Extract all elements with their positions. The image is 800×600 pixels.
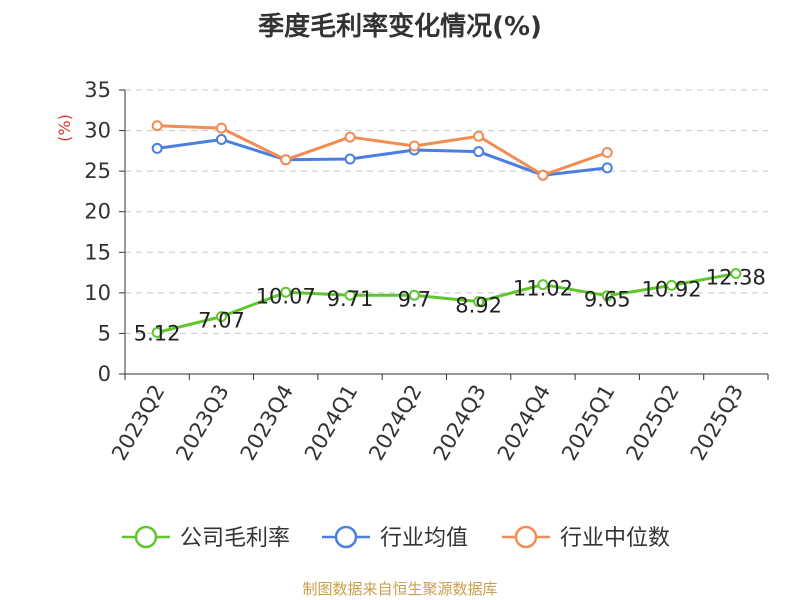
data-point <box>537 169 549 181</box>
data-point <box>666 279 678 291</box>
y-tick-label: 5 <box>98 321 111 345</box>
x-tick-label: 2024Q2 <box>364 381 426 465</box>
y-tick-label: 0 <box>98 362 111 386</box>
data-label: 11.02 <box>513 277 573 301</box>
data-point <box>601 290 613 302</box>
x-tick-label: 2023Q4 <box>236 381 298 465</box>
y-tick-label: 25 <box>84 159 111 183</box>
legend-label: 行业均值 <box>380 526 468 551</box>
data-label: 8.92 <box>455 294 502 318</box>
legend-label: 公司毛利率 <box>180 526 290 551</box>
data-point <box>730 268 742 280</box>
data-point <box>473 296 485 308</box>
series-line-0 <box>156 272 737 334</box>
data-label: 9.65 <box>584 288 631 312</box>
legend-marker <box>514 525 538 549</box>
data-point <box>344 153 356 165</box>
x-tick-label: 2025Q1 <box>557 381 619 465</box>
data-point <box>280 286 292 298</box>
y-tick-label: 15 <box>84 240 111 264</box>
data-label: 12.38 <box>706 266 766 290</box>
x-tick-label: 2024Q1 <box>300 381 362 465</box>
chart-title: 季度毛利率变化情况(%) <box>258 12 542 42</box>
x-tick-label: 2023Q2 <box>107 381 169 465</box>
data-point <box>280 154 292 166</box>
data-point <box>215 133 227 145</box>
data-point <box>151 142 163 154</box>
source-note: 制图数据来自恒生聚源数据库 <box>302 580 498 598</box>
y-tick-label: 10 <box>84 281 111 305</box>
data-point <box>601 162 613 174</box>
y-tick-label: 30 <box>84 119 111 143</box>
x-tick-label: 2024Q3 <box>429 381 491 465</box>
data-point <box>537 279 549 291</box>
x-tick-label: 2023Q3 <box>171 381 233 465</box>
legend-label: 行业中位数 <box>560 526 670 551</box>
data-point <box>473 146 485 158</box>
data-point <box>408 140 420 152</box>
legend-marker <box>334 525 358 549</box>
data-point <box>601 146 613 158</box>
y-tick-label: 20 <box>84 200 111 224</box>
data-label: 10.07 <box>256 284 316 308</box>
data-label: 7.07 <box>198 309 245 333</box>
data-point <box>344 131 356 143</box>
data-label: 9.71 <box>327 287 374 311</box>
x-tick-label: 2025Q2 <box>621 381 683 465</box>
data-label: 10.92 <box>641 277 701 301</box>
data-point <box>215 122 227 134</box>
data-label: 5.12 <box>134 321 181 345</box>
legend-marker <box>134 525 158 549</box>
series-line-2 <box>157 124 608 177</box>
data-point <box>408 289 420 301</box>
data-point <box>215 311 227 323</box>
y-axis-label: (%) <box>55 114 74 142</box>
y-tick-label: 35 <box>84 78 111 102</box>
data-point <box>473 130 485 142</box>
series-line-1 <box>156 137 608 177</box>
data-point <box>151 120 163 132</box>
data-point <box>151 326 163 338</box>
data-point <box>344 289 356 301</box>
x-tick-label: 2025Q3 <box>686 381 748 465</box>
data-label: 9.7 <box>398 287 431 311</box>
x-tick-label: 2024Q4 <box>493 381 555 465</box>
